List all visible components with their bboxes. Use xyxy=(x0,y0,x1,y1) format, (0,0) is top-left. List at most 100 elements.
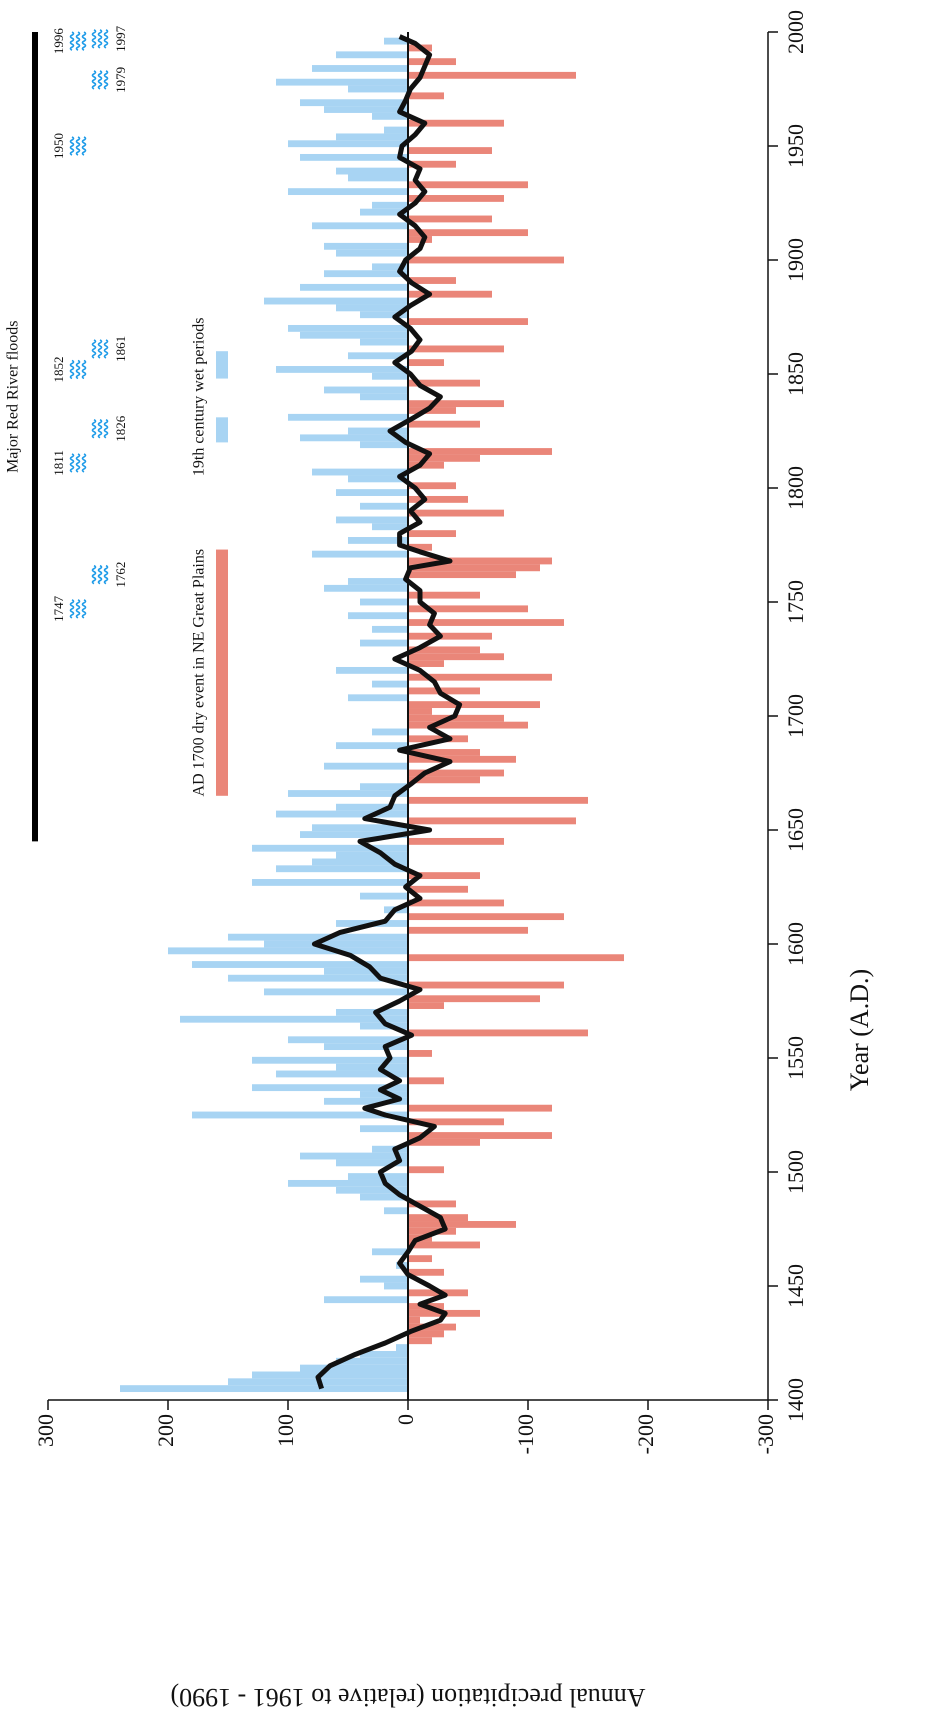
flood-year: 1811 xyxy=(51,450,66,476)
bar xyxy=(408,619,564,626)
bar xyxy=(408,195,504,202)
y-tick-label: 100 xyxy=(273,1414,298,1447)
flood-icon xyxy=(91,70,109,90)
bar xyxy=(252,844,408,852)
flood-icon xyxy=(91,339,109,359)
bar xyxy=(264,940,408,948)
bar xyxy=(348,475,408,483)
wave xyxy=(81,599,87,619)
bar xyxy=(288,1036,408,1044)
wave xyxy=(69,136,75,156)
wave xyxy=(103,419,109,439)
bar xyxy=(336,666,408,674)
wave xyxy=(69,599,75,619)
bar xyxy=(276,1070,408,1078)
bar xyxy=(408,817,576,825)
flood-year: 1979 xyxy=(113,67,128,93)
bar xyxy=(384,1282,408,1290)
wave xyxy=(75,599,81,619)
bar xyxy=(348,612,408,620)
flood-year: 1747 xyxy=(51,595,66,622)
bar xyxy=(228,933,408,941)
wave xyxy=(69,359,75,380)
bar xyxy=(372,1248,408,1256)
bar xyxy=(384,126,408,134)
bar xyxy=(300,434,408,442)
bar xyxy=(312,824,408,832)
bar xyxy=(408,735,468,743)
bar xyxy=(276,78,408,86)
bar xyxy=(252,1056,408,1064)
bar xyxy=(408,1330,444,1338)
bar xyxy=(336,516,408,524)
bar xyxy=(408,899,504,907)
flood-icon xyxy=(69,136,87,156)
bar xyxy=(276,865,408,873)
bar xyxy=(348,352,408,360)
bar xyxy=(360,441,408,449)
wave xyxy=(81,136,87,156)
x-tick-label: 1900 xyxy=(783,238,808,282)
bar xyxy=(408,714,504,722)
flood-year: 1996 xyxy=(51,28,66,55)
bar xyxy=(360,598,408,606)
bar xyxy=(348,85,408,93)
bar xyxy=(348,537,408,544)
x-tick-label: 1600 xyxy=(783,922,808,966)
wave xyxy=(103,29,109,49)
bar xyxy=(408,591,480,599)
bar xyxy=(408,1241,480,1249)
bar xyxy=(408,981,564,989)
bar xyxy=(408,926,528,934)
y-tick-label: 200 xyxy=(153,1414,178,1447)
flood-icon xyxy=(91,419,109,439)
x-tick-label: 1650 xyxy=(783,808,808,852)
bar xyxy=(336,1357,408,1365)
bar xyxy=(360,502,408,510)
bar xyxy=(300,1152,408,1160)
bar xyxy=(228,974,408,982)
wave xyxy=(81,31,87,51)
bar xyxy=(408,482,456,490)
bar xyxy=(360,208,408,216)
bar xyxy=(168,947,408,955)
flood-year: 1861 xyxy=(113,336,128,362)
bar xyxy=(336,167,408,175)
smoothed-line xyxy=(311,34,463,1390)
bar xyxy=(408,885,468,893)
x-tick-label: 1550 xyxy=(783,1036,808,1080)
bar xyxy=(408,632,492,640)
bar xyxy=(408,1029,588,1037)
wet-period-bar xyxy=(216,351,228,379)
bar xyxy=(408,571,516,579)
bar xyxy=(408,1166,444,1174)
bar xyxy=(396,1344,408,1351)
bar xyxy=(324,242,408,250)
bar xyxy=(360,1193,408,1201)
bar xyxy=(324,106,408,113)
bar xyxy=(336,304,408,312)
bar xyxy=(384,1207,408,1215)
bar xyxy=(408,646,480,654)
flood-year: 1852 xyxy=(51,356,66,382)
bar xyxy=(360,393,408,401)
bar xyxy=(336,851,408,859)
y-tick-label: -300 xyxy=(753,1414,778,1454)
x-tick-label: 1400 xyxy=(783,1378,808,1422)
bar xyxy=(336,249,408,257)
bar xyxy=(300,1364,408,1372)
bar xyxy=(120,1385,408,1393)
bar xyxy=(360,783,408,791)
wave xyxy=(91,29,97,49)
bar xyxy=(324,270,408,278)
wave xyxy=(91,70,97,90)
wave xyxy=(75,359,81,380)
bar xyxy=(408,1138,480,1146)
wave xyxy=(91,419,97,439)
bar xyxy=(408,379,480,387)
bar xyxy=(336,803,408,811)
bar xyxy=(288,324,408,332)
y-tick-label: 300 xyxy=(33,1414,58,1447)
flood-year: 1826 xyxy=(113,415,128,442)
